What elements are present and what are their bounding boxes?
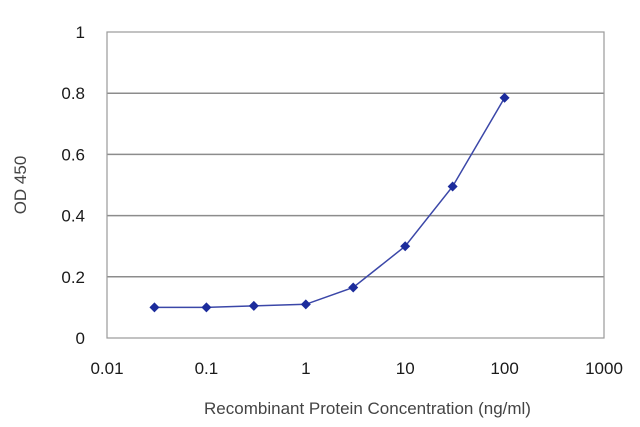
x-axis-tick-labels: 0.01 0.1 1 10 100 1000 [90, 359, 622, 378]
x-tick-label: 10 [396, 359, 415, 378]
x-tick-label: 1 [301, 359, 310, 378]
series-line [154, 97, 506, 309]
y-axis-title: OD 450 [11, 156, 30, 215]
x-tick-label: 0.01 [90, 359, 123, 378]
data-point-marker [348, 282, 359, 293]
data-point-marker [499, 92, 510, 103]
y-tick-label: 0.2 [61, 268, 85, 287]
data-point-marker [248, 300, 259, 311]
data-point-marker [201, 302, 212, 313]
x-tick-label: 1000 [585, 359, 623, 378]
data-point-marker [447, 181, 458, 192]
x-tick-label: 0.1 [195, 359, 219, 378]
y-tick-label: 0.4 [61, 207, 85, 226]
data-point-marker [400, 241, 411, 252]
y-tick-label: 0.8 [61, 84, 85, 103]
gridlines [107, 92, 604, 278]
data-point-marker [149, 302, 160, 313]
plot-area-border [106, 31, 605, 339]
y-tick-label: 1 [76, 23, 85, 42]
data-point-marker [300, 299, 311, 310]
x-tick-label: 100 [490, 359, 518, 378]
y-tick-label: 0 [76, 329, 85, 348]
data-points [149, 92, 510, 313]
y-axis-tick-labels: 0 0.2 0.4 0.6 0.8 1 [61, 23, 85, 348]
x-axis-title: Recombinant Protein Concentration (ng/ml… [204, 399, 531, 418]
y-tick-label: 0.6 [61, 145, 85, 164]
